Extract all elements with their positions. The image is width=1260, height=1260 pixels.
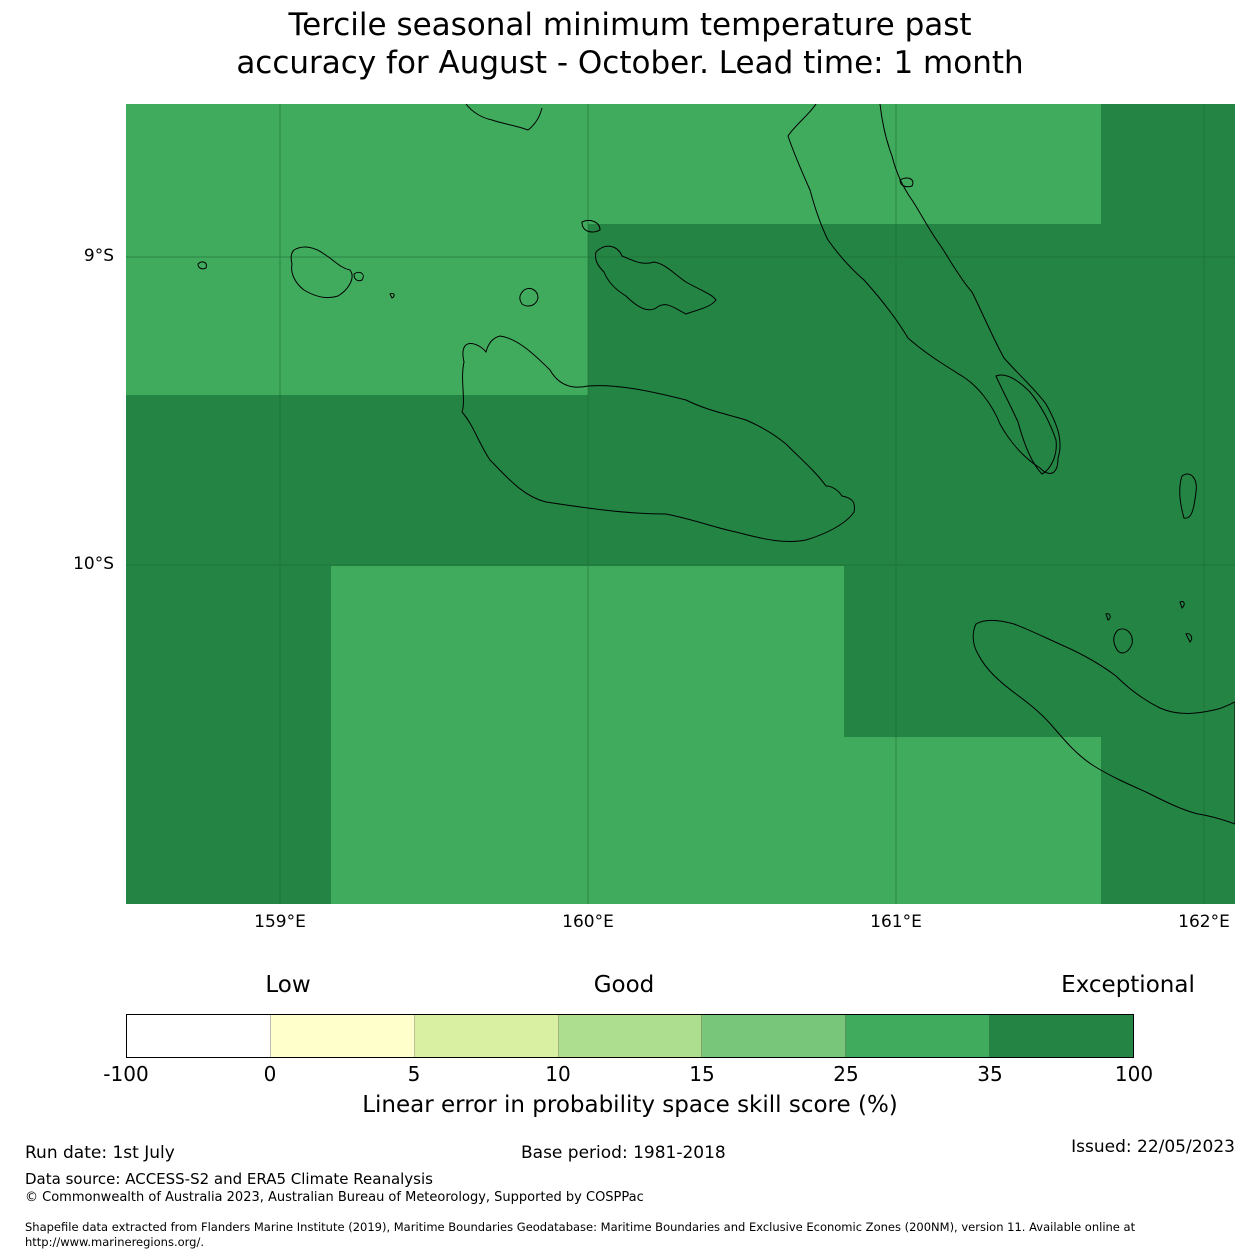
legend-good-label: Good — [593, 972, 655, 998]
issued-date: Issued: 22/05/2023 — [1071, 1137, 1235, 1157]
island-russell-small-2 — [389, 293, 395, 299]
island-russell — [290, 246, 353, 299]
colorbar-segment-neg100-0 — [127, 1015, 271, 1057]
exceptional-cells — [126, 104, 1235, 904]
lon-label-160e: 160°E — [562, 912, 614, 932]
lat-label-9s: 9°S — [83, 246, 114, 266]
island-small-makira-1 — [1179, 601, 1185, 609]
colorbar-tick: 15 — [689, 1062, 715, 1086]
map-svg — [126, 104, 1235, 904]
title-line-2: accuracy for August - October. Lead time… — [236, 45, 1024, 81]
run-date: Run date: 1st July — [25, 1143, 175, 1163]
cell-dark-lowerleft — [126, 566, 331, 904]
colorbar — [126, 1014, 1134, 1058]
island-small-malaita — [995, 374, 1057, 475]
colorbar-tick: 5 — [407, 1062, 421, 1086]
island-savo — [519, 287, 539, 307]
island-north-1 — [465, 104, 543, 131]
island-north-2 — [899, 177, 914, 188]
island-makira — [972, 619, 1235, 825]
colorbar-segment-10-15 — [558, 1015, 703, 1057]
lon-label-159e: 159°E — [254, 912, 306, 932]
lon-label-162e: 162°E — [1178, 912, 1230, 932]
cell-dark-bottomright — [1101, 737, 1235, 904]
island-nggela — [595, 245, 717, 315]
map-title: Tercile seasonal minimum temperature pas… — [0, 6, 1260, 82]
lon-label-161e: 161°E — [870, 912, 922, 932]
island-west-small — [197, 261, 207, 270]
cell-dark-middle-band — [126, 395, 1235, 566]
cell-dark-upper — [588, 224, 1235, 395]
lat-label-10s: 10°S — [73, 554, 114, 574]
cell-dark-lowerright — [844, 566, 1235, 737]
colorbar-segment-35-100 — [990, 1015, 1134, 1057]
colorbar-tick: 25 — [833, 1062, 859, 1086]
base-period: Base period: 1981-2018 — [521, 1143, 726, 1163]
island-small-north-nggela — [581, 219, 601, 233]
coastlines — [197, 104, 1235, 825]
colorbar-segment-5-10 — [414, 1015, 559, 1057]
legend-exceptional-label: Exceptional — [1061, 972, 1195, 998]
island-russell-small-1 — [353, 271, 364, 282]
colorbar-tick: 10 — [545, 1062, 571, 1086]
cell-dark-topright — [1101, 104, 1235, 224]
data-source: Data source: ACCESS-S2 and ERA5 Climate … — [25, 1170, 433, 1188]
shapefile-credit-line-1: Shapefile data extracted from Flanders M… — [25, 1220, 1136, 1234]
island-small-makira-2 — [1105, 613, 1111, 621]
island-ulawa — [1179, 473, 1197, 519]
island-ugi — [1113, 628, 1133, 654]
legend-low-label: Low — [265, 972, 311, 998]
graticule — [126, 104, 1235, 904]
title-line-1: Tercile seasonal minimum temperature pas… — [288, 7, 972, 43]
colorbar-segment-0-5 — [270, 1015, 415, 1057]
colorbar-segment-25-35 — [846, 1015, 991, 1057]
colorbar-segment-15-25 — [702, 1015, 847, 1057]
colorbar-tick: -100 — [103, 1062, 149, 1086]
colorbar-label: Linear error in probability space skill … — [362, 1092, 898, 1118]
colorbar-tick: 0 — [263, 1062, 277, 1086]
shapefile-credit-line-2: http://www.marineregions.org/. — [25, 1235, 204, 1249]
colorbar-tick: 100 — [1114, 1062, 1154, 1086]
skill-map — [126, 104, 1235, 904]
island-malaita — [787, 104, 1061, 474]
island-small-makira-3 — [1185, 633, 1193, 643]
colorbar-tick: 35 — [977, 1062, 1003, 1086]
copyright-notice: © Commonwealth of Australia 2023, Austra… — [25, 1190, 644, 1205]
island-guadalcanal — [461, 335, 855, 543]
